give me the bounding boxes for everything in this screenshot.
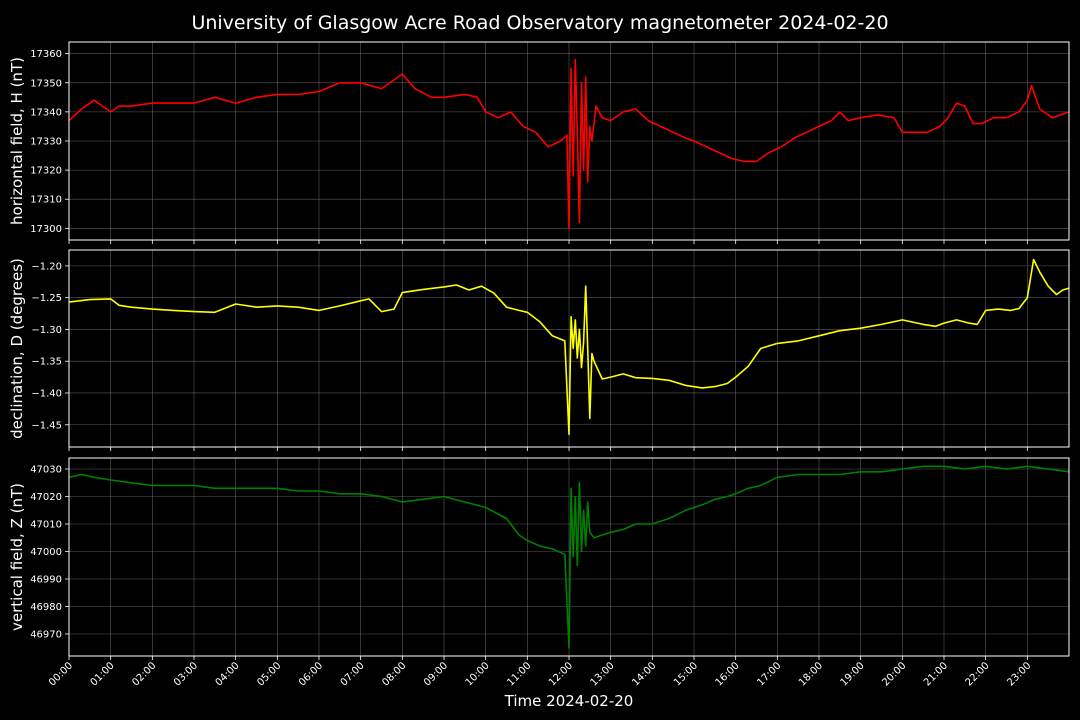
series-line-z bbox=[68, 465, 1070, 649]
y-tick-label: 47010 bbox=[30, 520, 62, 531]
y-tick-label: −1.25 bbox=[31, 293, 62, 304]
y-tick-label: 17350 bbox=[30, 78, 62, 89]
axes-frame bbox=[68, 249, 1070, 448]
y-tick-label: 47030 bbox=[30, 465, 62, 476]
y-tick-label: −1.40 bbox=[31, 388, 62, 399]
series-line-h bbox=[68, 58, 1070, 230]
x-tick-label: 17:00 bbox=[755, 660, 783, 688]
y-tick-label: −1.20 bbox=[31, 261, 62, 272]
axes-frame bbox=[68, 457, 1070, 657]
x-tick-label: 08:00 bbox=[380, 660, 408, 688]
x-tick-label: 04:00 bbox=[214, 660, 242, 688]
x-tick-label: 21:00 bbox=[922, 660, 950, 688]
y-tick-label: 47000 bbox=[30, 547, 62, 558]
x-tick-label: 18:00 bbox=[797, 660, 825, 688]
y-tick-label: −1.35 bbox=[31, 357, 62, 368]
y-tick-label: 17360 bbox=[30, 49, 62, 60]
x-tick-label: 20:00 bbox=[880, 660, 908, 688]
x-tick-label: 07:00 bbox=[339, 660, 367, 688]
x-tick-label: 10:00 bbox=[464, 660, 492, 688]
y-tick-label: −1.45 bbox=[31, 420, 62, 431]
x-tick-label: 06:00 bbox=[297, 660, 325, 688]
x-tick-label: 05:00 bbox=[255, 660, 283, 688]
y-tick-label: 46990 bbox=[30, 575, 62, 586]
y-tick-label: 17310 bbox=[30, 195, 62, 206]
x-tick-label: 13:00 bbox=[589, 660, 617, 688]
x-tick-label: 11:00 bbox=[505, 660, 533, 688]
x-tick-label: 12:00 bbox=[547, 660, 575, 688]
x-tick-label: 15:00 bbox=[672, 660, 700, 688]
x-tick-label: 23:00 bbox=[1005, 660, 1033, 688]
x-tick-label: 14:00 bbox=[630, 660, 658, 688]
chart-title: University of Glasgow Acre Road Observat… bbox=[191, 12, 888, 34]
x-tick-label: 22:00 bbox=[964, 660, 992, 688]
y-tick-label: 17300 bbox=[30, 224, 62, 235]
y-tick-label: −1.30 bbox=[31, 325, 62, 336]
x-tick-label: 16:00 bbox=[714, 660, 742, 688]
x-tick-label: 03:00 bbox=[172, 660, 200, 688]
x-tick-label: 00:00 bbox=[47, 660, 75, 688]
y-tick-label: 17340 bbox=[30, 107, 62, 118]
axes-frame bbox=[68, 41, 1070, 241]
y-tick-label: 46980 bbox=[30, 602, 62, 613]
y-axis-label: horizontal field, H (nT) bbox=[8, 57, 26, 225]
x-tick-label: 19:00 bbox=[839, 660, 867, 688]
y-axis-label: vertical field, Z (nT) bbox=[8, 483, 26, 631]
x-axis-label: Time 2024-02-20 bbox=[504, 692, 634, 710]
y-tick-label: 46970 bbox=[30, 630, 62, 641]
x-tick-label: 01:00 bbox=[89, 660, 117, 688]
y-tick-label: 47020 bbox=[30, 492, 62, 503]
x-tick-label: 02:00 bbox=[130, 660, 158, 688]
y-tick-label: 17330 bbox=[30, 137, 62, 148]
y-axis-label: declination, D (degrees) bbox=[8, 258, 26, 439]
x-tick-label: 09:00 bbox=[422, 660, 450, 688]
series-line-d bbox=[68, 258, 1070, 436]
y-tick-label: 17320 bbox=[30, 166, 62, 177]
